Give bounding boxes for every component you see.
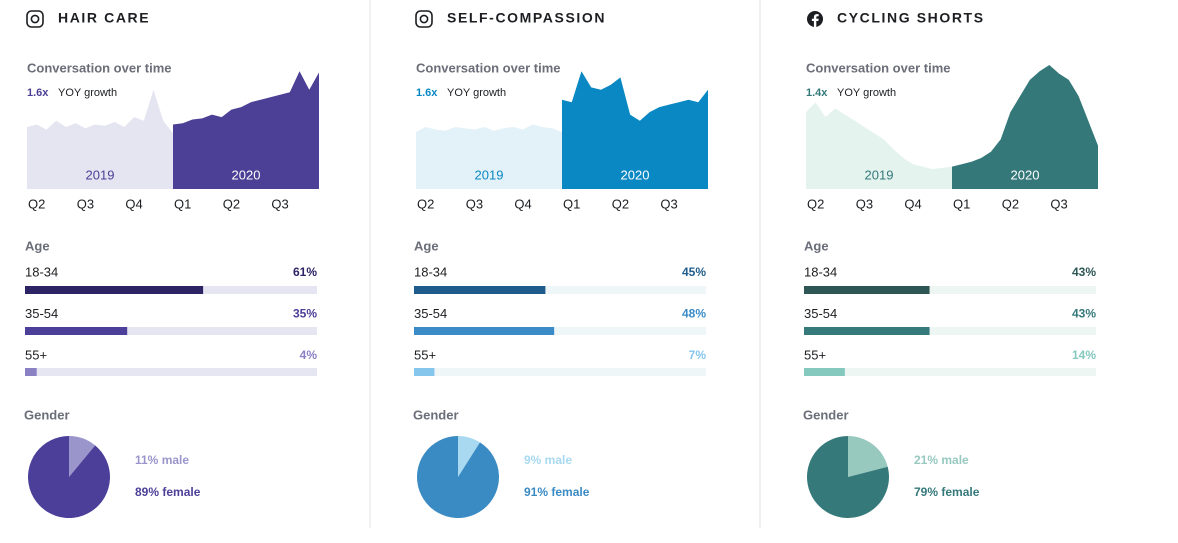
bar	[25, 368, 37, 376]
series-label: 2020	[1011, 167, 1040, 182]
chart-subtitle: Conversation over time	[27, 60, 172, 75]
category-label: 55+	[25, 347, 47, 362]
panel-title: CYCLING SHORTS	[837, 10, 985, 26]
chart-title: Gender	[24, 407, 70, 422]
value-label: 7%	[689, 348, 707, 362]
growth-value: 1.4x	[806, 87, 828, 99]
bar	[804, 286, 930, 294]
category-label: 18-34	[25, 264, 58, 279]
panel-title: HAIR CARE	[58, 10, 150, 26]
pie-label: 91% female	[524, 485, 590, 499]
x-tick-label: Q2	[417, 196, 434, 211]
chart-subtitle: Conversation over time	[416, 60, 561, 75]
x-tick-label: Q2	[807, 196, 824, 211]
chart-title: Age	[25, 238, 50, 253]
bar	[414, 327, 555, 335]
bar-track	[804, 327, 1096, 335]
area	[952, 65, 1098, 189]
pie-slice	[69, 436, 96, 477]
bar	[414, 368, 435, 376]
pie-label: 21% male	[914, 453, 969, 467]
x-tick-label: Q2	[28, 196, 45, 211]
pie-label: 89% female	[135, 485, 201, 499]
growth-value: 1.6x	[416, 87, 438, 99]
category-label: 35-54	[414, 306, 447, 321]
growth-label: YOY growth	[837, 87, 896, 99]
chart-title: Age	[414, 238, 439, 253]
growth-label: YOY growth	[447, 87, 506, 99]
x-tick-label: Q2	[612, 196, 629, 211]
facebook-icon	[807, 11, 823, 27]
panel-title: SELF-COMPASSION	[447, 10, 606, 26]
bar	[804, 327, 930, 335]
chart-title: Gender	[413, 407, 459, 422]
x-tick-label: Q3	[77, 196, 94, 211]
growth-label: YOY growth	[58, 87, 117, 99]
x-tick-label: Q1	[563, 196, 580, 211]
pie-label: 79% female	[914, 485, 980, 499]
chart-title: Gender	[803, 407, 849, 422]
x-tick-label: Q3	[466, 196, 483, 211]
pie-slice	[458, 436, 480, 477]
area	[173, 71, 319, 189]
value-label: 61%	[293, 265, 317, 279]
chart-subtitle: Conversation over time	[806, 60, 951, 75]
category-label: 35-54	[25, 306, 58, 321]
x-tick-label: Q4	[514, 196, 531, 211]
category-label: 55+	[414, 347, 436, 362]
category-label: 18-34	[414, 264, 447, 279]
category-label: 35-54	[804, 306, 837, 321]
bar	[25, 286, 204, 294]
bar-track	[414, 286, 706, 294]
value-label: 45%	[682, 265, 706, 279]
value-label: 43%	[1072, 265, 1096, 279]
series-label: 2020	[621, 167, 650, 182]
bar-track	[804, 286, 1096, 294]
pie-slice	[848, 436, 888, 477]
x-tick-label: Q2	[1002, 196, 1019, 211]
category-label: 18-34	[804, 264, 837, 279]
bar	[804, 368, 845, 376]
category-label: 55+	[804, 347, 826, 362]
series-label: 2020	[232, 167, 261, 182]
area	[562, 71, 708, 189]
value-label: 14%	[1072, 348, 1096, 362]
value-label: 4%	[300, 348, 318, 362]
pie-slice	[807, 436, 890, 518]
bar	[25, 327, 128, 335]
bar-track	[25, 368, 317, 376]
bar-track	[414, 327, 706, 335]
bar	[414, 286, 546, 294]
instagram-icon	[415, 10, 433, 28]
x-tick-label: Q4	[125, 196, 142, 211]
x-tick-label: Q1	[953, 196, 970, 211]
x-tick-label: Q4	[904, 196, 921, 211]
pie-slice	[416, 436, 499, 518]
x-tick-label: Q2	[223, 196, 240, 211]
pie-label: 9% male	[524, 453, 572, 467]
x-tick-label: Q3	[271, 196, 288, 211]
series-label: 2019	[865, 167, 894, 182]
series-label: 2019	[475, 167, 504, 182]
growth-value: 1.6x	[27, 87, 49, 99]
bar-track	[414, 368, 706, 376]
chart-title: Age	[804, 238, 829, 253]
instagram-icon	[26, 10, 44, 28]
pie-label: 11% male	[135, 453, 189, 467]
x-tick-label: Q3	[660, 196, 677, 211]
area	[27, 89, 173, 189]
area	[806, 102, 952, 189]
pie-slice	[27, 436, 110, 518]
x-tick-label: Q1	[174, 196, 191, 211]
value-label: 43%	[1072, 307, 1096, 321]
area	[416, 124, 562, 189]
bar-track	[25, 327, 317, 335]
bar-track	[804, 368, 1096, 376]
x-tick-label: Q3	[856, 196, 873, 211]
value-label: 35%	[293, 307, 317, 321]
x-tick-label: Q3	[1050, 196, 1067, 211]
series-label: 2019	[86, 167, 115, 182]
value-label: 48%	[682, 307, 706, 321]
